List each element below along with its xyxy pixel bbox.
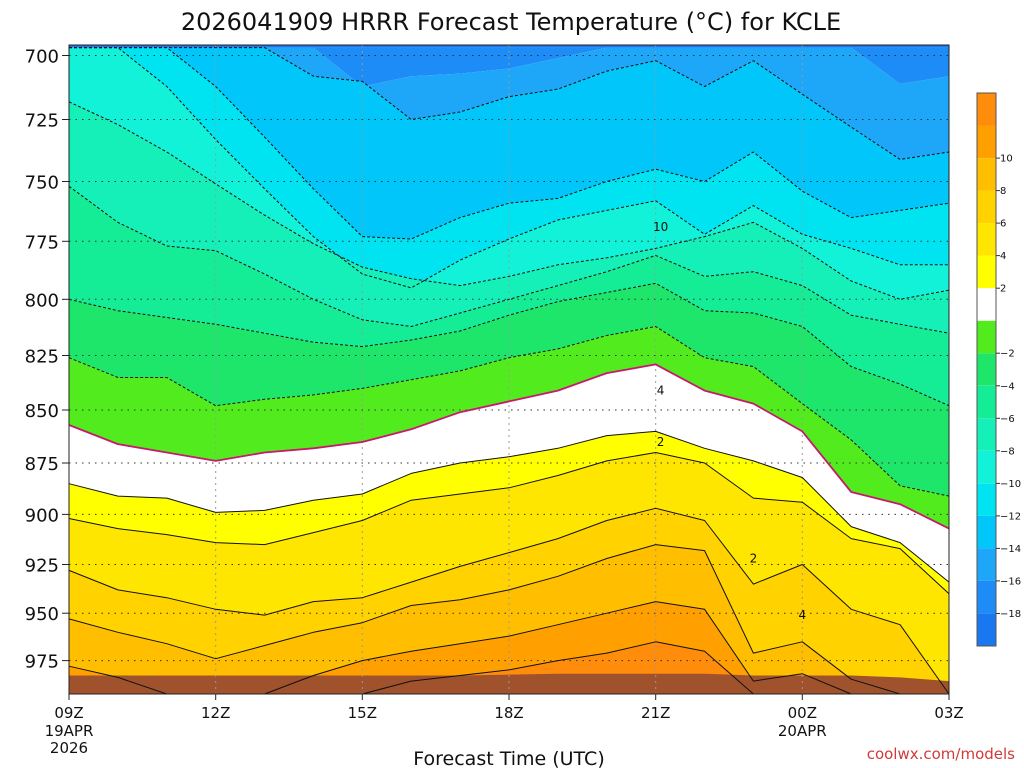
x-axis-label: Forecast Time (UTC) (413, 748, 604, 768)
temp-band-fill (69, 47, 949, 87)
y-tick-label: 750 (25, 173, 59, 194)
isotherm-contour (68, 544, 949, 695)
y-tick-label: 700 (25, 47, 59, 68)
contour-label: 2 (750, 552, 758, 566)
x-tick-date: 20APR (778, 722, 827, 740)
colorbar-swatch (977, 580, 996, 614)
freezing-level-contour (68, 363, 950, 530)
temp-band-fill (69, 101, 949, 334)
colorbar-tick-label: 2 (1000, 284, 1006, 295)
temp-band-fill (69, 326, 949, 529)
colorbar-swatch (977, 613, 996, 646)
isotherm-contour (69, 47, 949, 289)
x-tick-date: 19APR (45, 722, 94, 740)
isotherm-contour (68, 452, 950, 595)
isotherm-contour (68, 185, 950, 334)
colorbar-swatch (977, 158, 996, 191)
isotherm-contour (68, 430, 950, 583)
plot-area: 10 4 2 2 4 (68, 44, 950, 695)
x-tick-label: 15Z (348, 704, 377, 722)
colorbar-tick-label: −18 (1000, 609, 1021, 620)
isotherm-contour (68, 326, 950, 497)
isotherm-contour (68, 507, 950, 695)
temp-band-fill (69, 508, 949, 694)
colorbar-swatch (977, 418, 996, 451)
colorbar-swatch (977, 450, 996, 484)
contour-labels: 10 4 2 2 4 (653, 220, 806, 622)
temp-band-fill (69, 431, 949, 594)
contour-label: 4 (798, 608, 806, 622)
x-tick-label: 00Z (788, 704, 817, 722)
y-tick-label: 850 (25, 401, 59, 422)
colorbar-tick-label: 6 (1000, 219, 1006, 230)
y-tick-label: 875 (25, 454, 59, 475)
colorbar-tick-label: 4 (1000, 251, 1006, 262)
colorbar-tick-label: −16 (1000, 576, 1021, 587)
colorbar-swatch (977, 125, 996, 158)
colorbar-swatch (977, 548, 996, 581)
colorbar-swatch (977, 255, 996, 289)
colorbar-swatch (977, 385, 996, 419)
y-tick-label: 800 (25, 290, 59, 311)
y-tick-label: 825 (25, 347, 59, 368)
ground-surface (69, 673, 949, 694)
temp-band-fill (69, 544, 949, 694)
contour-label: 4 (657, 384, 665, 398)
y-tick-label: 900 (25, 505, 59, 526)
colorbar-frame (976, 92, 997, 647)
colorbar-swatch (977, 93, 996, 126)
colorbar-swatch (977, 223, 996, 256)
colorbar-tick-label: −8 (1000, 446, 1015, 457)
colorbar-swatch (977, 483, 996, 516)
colorbar-tick-label: −10 (1000, 479, 1021, 490)
colorbar-tick-label: −4 (1000, 381, 1015, 392)
ground-surface-layer (69, 673, 949, 694)
temp-band-fill (69, 452, 949, 694)
colorbar-swatch (977, 515, 996, 549)
temp-band-fill (69, 47, 949, 239)
chart-title: 2026041909 HRRR Forecast Temperature (°C… (181, 8, 841, 36)
colorbar-tick-label: −2 (1000, 349, 1015, 360)
temp-band-fill (69, 186, 949, 406)
isotherm-contour (68, 101, 950, 300)
contour-label: 10 (653, 220, 668, 234)
colorbar-tick-label: −14 (1000, 544, 1021, 555)
x-tick-label: 03Z (934, 704, 963, 722)
y-tick-label: 975 (25, 652, 59, 673)
x-tick-label: 21Z (641, 704, 670, 722)
x-tick-label: 18Z (494, 704, 523, 722)
x-tick-year: 2026 (50, 739, 88, 757)
temp-band-fill (69, 364, 949, 583)
y-tick-label: 925 (25, 556, 59, 577)
colorbar-tick-label: −12 (1000, 511, 1021, 522)
colorbar: 10 8 6 4 2 −2 −4 −6 −8 −10 −12 −14 −16 −18 (976, 92, 1021, 647)
colorbar-tick-label: −6 (1000, 414, 1015, 425)
temp-band-fill (69, 601, 949, 694)
y-tick-label: 725 (25, 111, 59, 132)
contour-label: 2 (657, 435, 665, 449)
isotherm-contour (68, 282, 950, 407)
x-tick-label: 12Z (201, 704, 230, 722)
colorbar-swatch (977, 353, 996, 386)
y-axis-ticks: 700 725 750 775 800 825 850 875 900 925 950 975 (25, 47, 69, 673)
colorbar-tick-label: 10 (1000, 154, 1013, 165)
isotherm-contour (69, 47, 950, 160)
colorbar-swatch (977, 190, 996, 224)
colorbar-swatch (977, 288, 996, 321)
credit-text[interactable]: coolwx.com/models (867, 745, 1015, 763)
colorbar-swatch (977, 320, 996, 354)
isotherm-contour (69, 47, 950, 240)
x-tick-label: 09Z (54, 704, 83, 722)
y-tick-label: 775 (25, 232, 59, 253)
temp-band-fill (69, 283, 949, 497)
colorbar-tick-label: 8 (1000, 186, 1006, 197)
temp-band-fill (69, 47, 949, 300)
y-tick-label: 950 (25, 604, 59, 625)
